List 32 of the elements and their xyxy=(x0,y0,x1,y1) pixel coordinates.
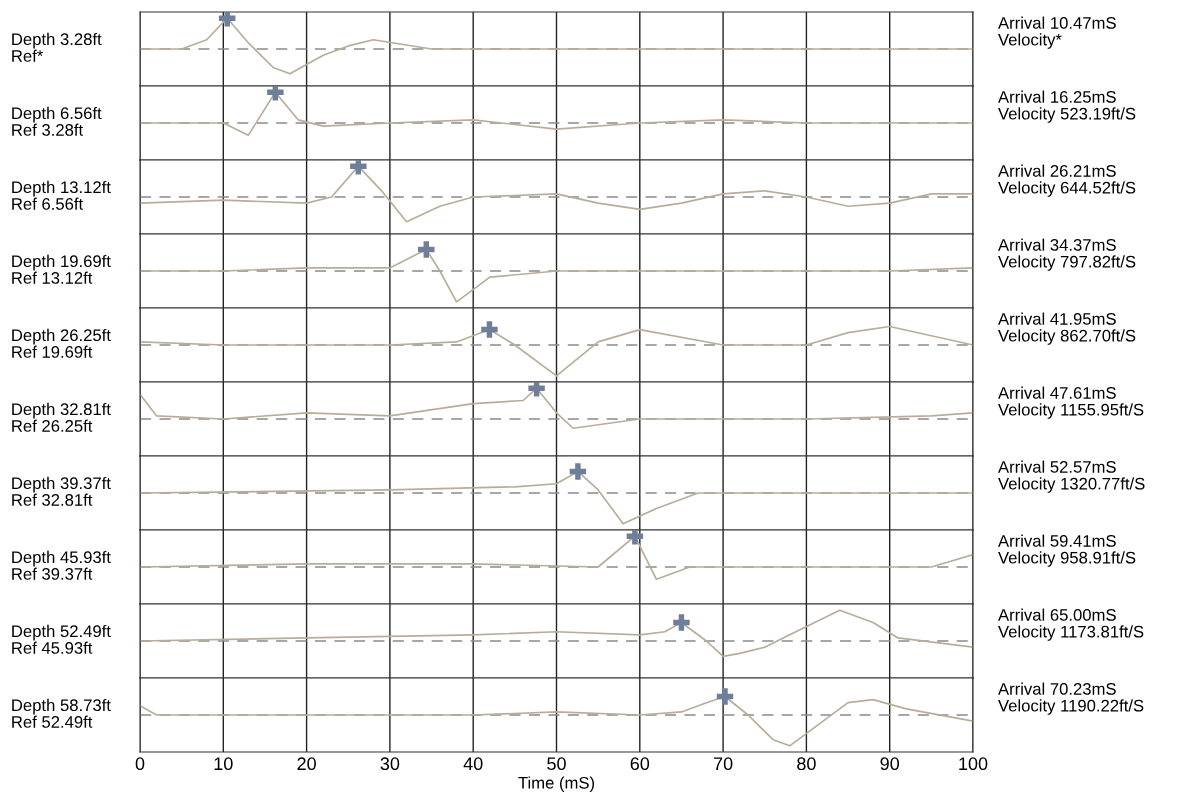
y-axis-title: Depth 45.93ft Ref 39.37ft xyxy=(12,550,111,580)
x-tick-label: 10 xyxy=(214,757,233,771)
text: Arrival 16.25mS Velocity 523.19ft/S xyxy=(998,90,1136,123)
y-axis-title: Depth 32.81ft Ref 26.25ft xyxy=(12,402,111,432)
x-tick-label: 60 xyxy=(630,757,650,771)
x-tick-label: 80 xyxy=(797,757,816,771)
y-axis-title: Depth 19.69ft Ref 13.12ft xyxy=(12,254,111,284)
x-tick-label: 100 xyxy=(959,757,988,771)
text: Arrival 47.61mS Velocity 1155.95ft/S xyxy=(998,386,1144,419)
x-axis-title: Time (mS) xyxy=(518,776,595,792)
y-axis-title: Depth 52.49ft Ref 45.93ft xyxy=(12,624,111,654)
x-tick-label: 30 xyxy=(380,757,400,771)
y-axis-title: Depth 6.56ft Ref 3.28ft xyxy=(12,106,102,136)
x-tick-label: 20 xyxy=(297,757,316,771)
text: Arrival 34.37mS Velocity 797.82ft/S xyxy=(998,238,1136,271)
text: Arrival 70.23mS Velocity 1190.22ft/S xyxy=(998,682,1144,715)
y-axis-title: Depth 3.28ft Ref* xyxy=(12,32,102,62)
text: Arrival 59.41mS Velocity 958.91ft/S xyxy=(998,534,1136,567)
text: Arrival 41.95mS Velocity 862.70ft/S xyxy=(998,312,1136,345)
y-axis-title: Depth 13.12ft Ref 6.56ft xyxy=(12,180,111,210)
text: Arrival 65.00mS Velocity 1173.81ft/S xyxy=(998,608,1144,641)
x-tick-label: 90 xyxy=(880,757,900,771)
x-tick-label: 70 xyxy=(713,757,733,771)
x-tick-label: 0 xyxy=(135,757,145,771)
y-axis-title: Depth 58.73ft Ref 52.49ft xyxy=(12,698,111,728)
x-tick-label: 40 xyxy=(463,757,483,771)
y-axis-title: Depth 39.37ft Ref 32.81ft xyxy=(12,476,111,506)
y-axis-title: Depth 26.25ft Ref 19.69ft xyxy=(12,328,111,358)
text: Arrival 52.57mS Velocity 1320.77ft/S xyxy=(998,460,1145,493)
x-tick-label: 50 xyxy=(547,757,566,771)
text: Arrival 26.21mS Velocity 644.52ft/S xyxy=(998,164,1136,197)
text: Arrival 10.47mS Velocity* xyxy=(998,16,1116,49)
